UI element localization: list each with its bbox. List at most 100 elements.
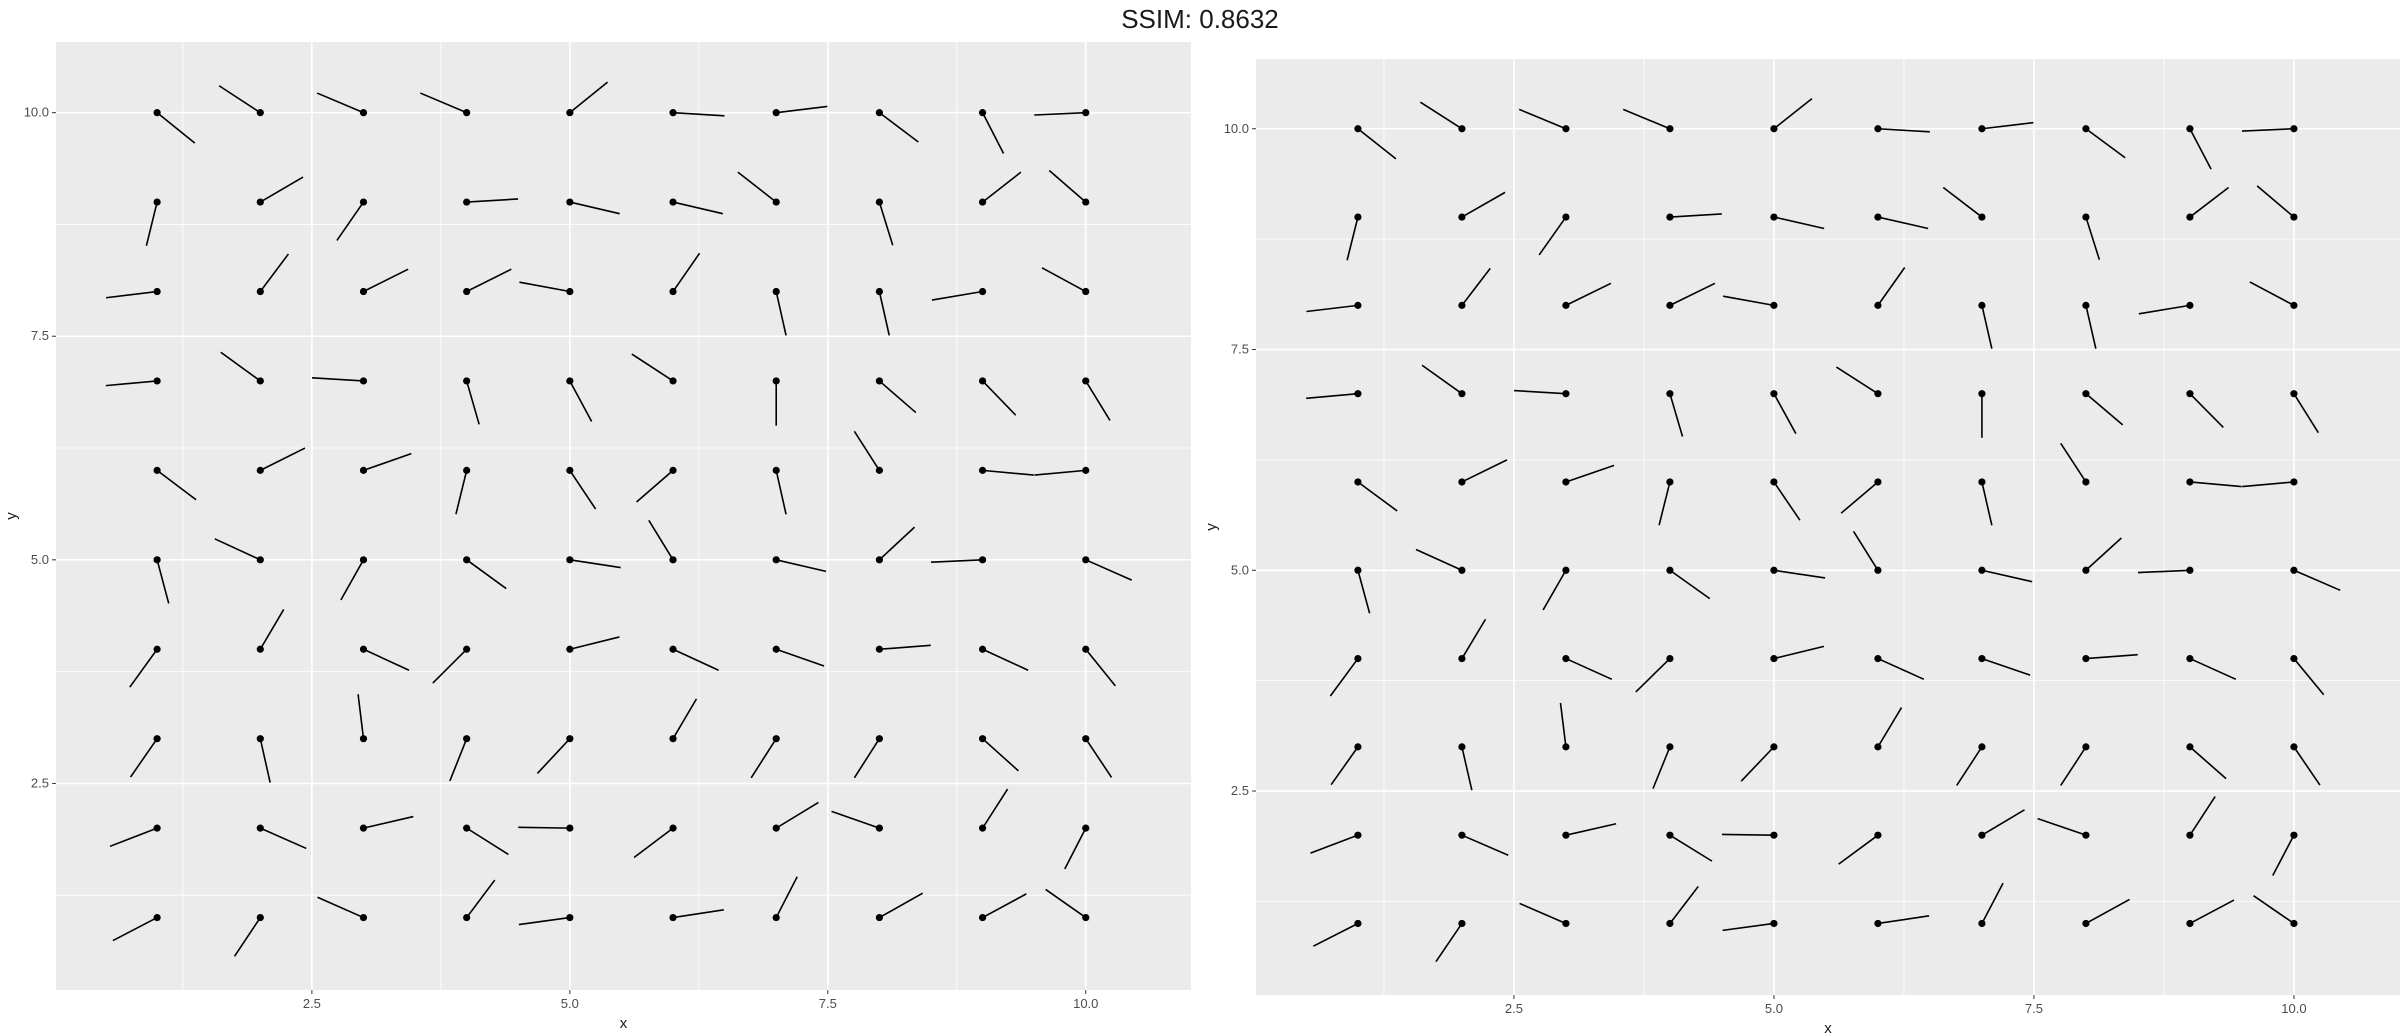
data-point [1082,377,1090,385]
data-point [875,377,883,385]
data-point [2082,654,2090,663]
data-point [1082,735,1090,743]
spoke-segment [2249,281,2295,307]
spoke-segment [112,916,158,942]
spoke-segment [1722,922,1775,932]
data-point [1874,213,1882,221]
data-point [669,198,677,206]
data-point [772,466,780,474]
right-chart: 2.5 5.0 7.5 10.0 2.5 5.0 7.5 10.0 x y [1203,59,2400,1034]
y-tick-label: 5.0 [31,552,49,567]
y-axis-title: y [1203,523,1220,531]
spoke-segment [109,827,158,848]
y-tick-label: 10.0 [1224,121,1249,136]
data-point [1666,478,1674,486]
spoke-segment [214,538,261,561]
spoke-segment [1877,657,1925,681]
spoke-segment [672,252,701,292]
data-point [1458,743,1466,751]
data-point [669,556,677,564]
data-point [875,824,883,832]
data-point [2290,301,2298,309]
data-point [1458,654,1466,663]
spoke-segment [569,559,621,569]
spoke-segment [2189,899,2235,925]
spoke-segment [931,290,983,301]
spoke-segment [1981,569,2033,583]
spoke-segment [2060,442,2087,483]
data-point [1354,478,1362,486]
spoke-segment [2085,305,2097,349]
data-point [1458,566,1466,574]
data-point [1082,466,1090,474]
data-point [463,824,471,832]
data-point [359,466,368,474]
data-point [1978,831,1986,839]
spoke-segment [1773,645,1825,660]
data-point [2290,919,2298,928]
data-point [256,109,264,117]
spoke-segment [1773,481,1801,521]
spoke-segment [336,201,365,241]
spoke-segment [1669,282,1716,307]
data-point [153,824,161,832]
spoke-segment [466,268,512,293]
data-point [256,824,264,832]
spoke-segment [1956,746,1983,786]
data-point [1562,478,1570,486]
spoke-segment [737,171,777,203]
spoke-segment [775,291,787,336]
spoke-segment [2085,537,2122,571]
data-point [978,913,987,922]
spoke-segment [363,268,409,293]
data-point [2186,831,2194,839]
y-tick-label: 5.0 [1231,562,1249,577]
data-point [1874,919,1882,928]
spoke-segment [672,111,725,117]
spoke-segment [1622,108,1671,130]
spoke-segment [1669,834,1713,862]
spoke-segment [419,92,467,114]
data-point [1562,831,1570,839]
spoke-segment [2189,481,2242,488]
data-point [463,109,471,117]
data-point [669,735,677,743]
spoke-segment [1635,657,1671,693]
spoke-segment [363,452,412,472]
data-point [1082,287,1090,296]
data-point [875,109,883,117]
spoke-segment [1877,216,1929,230]
spoke-segment [672,648,719,671]
data-point [1562,301,1570,309]
data-point [1770,390,1778,398]
spoke-segment [1722,295,1775,307]
data-point [2082,566,2090,574]
data-point [2186,390,2194,398]
spoke-segment [1565,822,1617,836]
data-point [359,198,368,206]
data-point [875,287,883,296]
data-point [772,198,780,206]
spoke-segment [2085,653,2138,660]
data-point [2186,478,2194,486]
data-point [153,109,161,117]
figure-title: SSIM: 0.8632 [1121,4,1279,34]
data-point [1082,913,1090,922]
spoke-segment [2085,393,2124,426]
data-point [772,377,780,385]
spoke-segment [1329,658,1359,697]
data-point [772,913,780,922]
data-point [1562,566,1570,574]
x-tick-label: 10.0 [2281,1001,2306,1016]
data-point [1978,301,1986,309]
data-point [2082,831,2090,839]
spoke-segment [1085,380,1111,421]
spoke-segment [1085,559,1133,581]
spoke-segment [775,648,825,667]
spoke-segment [1357,481,1398,512]
spoke-segment [1669,569,1711,600]
data-point [256,198,264,206]
spoke-segment [853,430,881,471]
data-point [669,287,677,296]
data-point [153,645,161,653]
